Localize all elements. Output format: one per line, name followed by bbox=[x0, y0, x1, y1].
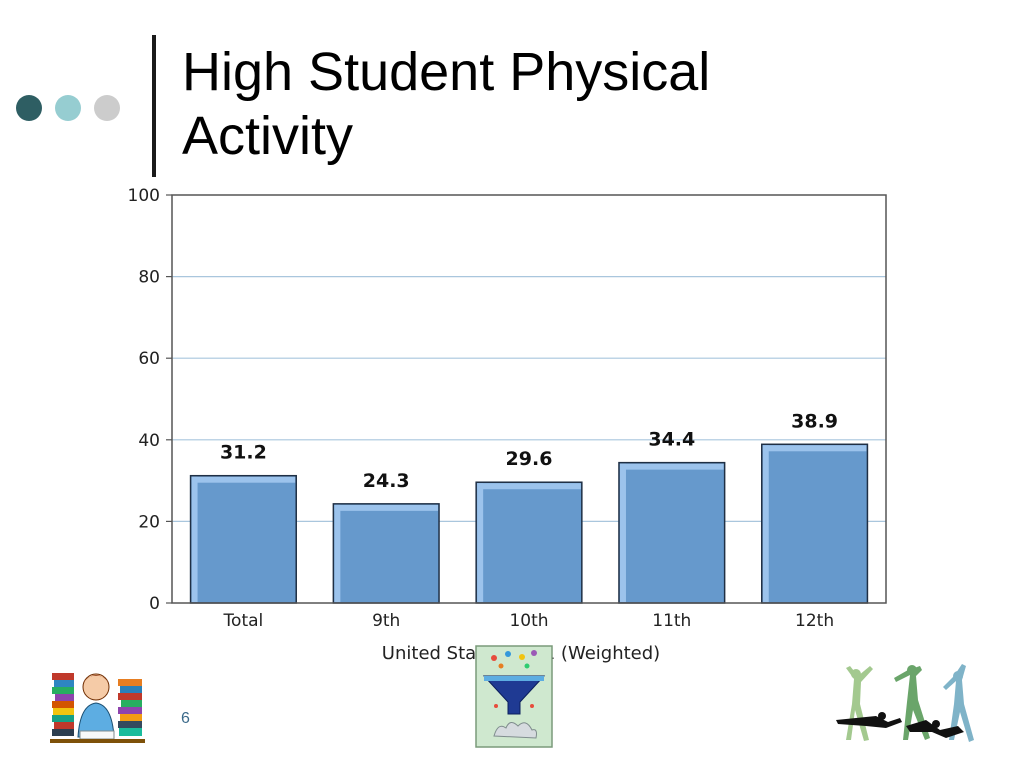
bar-top-highlight bbox=[191, 476, 296, 483]
accent-dots bbox=[16, 95, 120, 121]
plot-frame bbox=[171, 194, 887, 604]
bar-top-highlight bbox=[619, 463, 724, 470]
bar-9th bbox=[332, 503, 440, 604]
y-tick-label: 80 bbox=[138, 268, 160, 288]
data-label: 34.4 bbox=[648, 429, 695, 451]
dancers-silhouettes-clipart bbox=[836, 664, 974, 742]
x-tick-label: Total bbox=[223, 611, 264, 631]
x-tick-label: 11th bbox=[652, 611, 691, 631]
bar-side-highlight bbox=[334, 504, 341, 602]
bar-side-highlight bbox=[191, 476, 198, 602]
y-tick-label: 60 bbox=[138, 349, 160, 369]
y-tick-label: 20 bbox=[138, 512, 160, 532]
bar-side-highlight bbox=[762, 445, 769, 602]
bar-top-highlight bbox=[477, 483, 581, 490]
data-labels: 31.2 24.3 29.6 34.4 38.9 bbox=[220, 410, 838, 492]
bar-10th bbox=[475, 481, 583, 604]
student-reading-books-clipart bbox=[50, 673, 145, 743]
y-tick-label: 100 bbox=[128, 186, 160, 206]
x-axis-ticks: Total 9th 10th 11th 12th bbox=[223, 611, 835, 631]
x-tick-label: 9th bbox=[372, 611, 400, 631]
x-tick-label: 10th bbox=[509, 611, 548, 631]
accent-dot-light bbox=[55, 95, 81, 121]
bar-12th bbox=[761, 443, 869, 604]
bar-11th bbox=[618, 461, 726, 604]
bar-side-highlight bbox=[619, 463, 626, 602]
title-divider bbox=[152, 35, 156, 177]
bar-total bbox=[189, 474, 297, 604]
x-tick-label: 12th bbox=[795, 611, 834, 631]
y-axis-ticks: 0 20 40 60 80 100 bbox=[128, 186, 172, 614]
data-label: 29.6 bbox=[506, 448, 553, 470]
slide-title: High Student Physical Activity bbox=[182, 42, 711, 166]
accent-dot-gray bbox=[94, 95, 120, 121]
accent-dot-dark bbox=[16, 95, 42, 121]
bar-top-highlight bbox=[334, 504, 439, 511]
data-label: 31.2 bbox=[220, 442, 267, 464]
slide-number: 6 bbox=[181, 710, 190, 727]
y-tick-label: 0 bbox=[149, 594, 160, 614]
bar-side-highlight bbox=[477, 483, 484, 602]
bars bbox=[189, 443, 869, 604]
data-label: 38.9 bbox=[791, 410, 838, 432]
funnel-idea-poster-clipart bbox=[475, 645, 553, 748]
data-label: 24.3 bbox=[363, 470, 410, 492]
bar-top-highlight bbox=[762, 445, 867, 452]
y-tick-label: 40 bbox=[138, 431, 160, 451]
